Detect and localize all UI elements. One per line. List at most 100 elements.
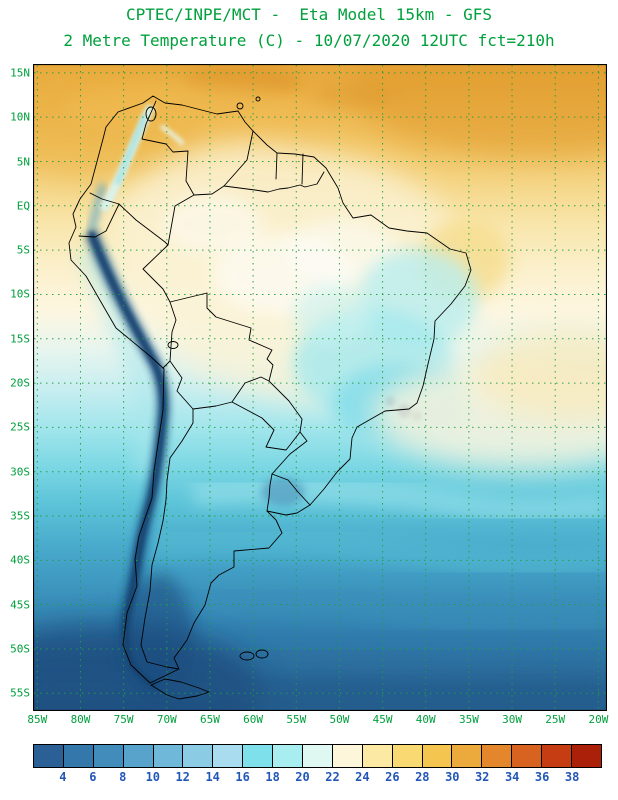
lat-label: EQ (16, 199, 30, 213)
border-brazil-north (223, 171, 325, 193)
lon-label: 60W (243, 713, 264, 726)
colorbar-segment (152, 744, 184, 768)
border-peru-bolivia (162, 301, 177, 369)
lon-label: 50W (329, 713, 350, 726)
colorbar-tick-label: 34 (504, 770, 520, 784)
colorbar (33, 744, 602, 768)
colorbar-tick-label: 4 (59, 770, 67, 784)
colorbar-tick-label: 26 (385, 770, 400, 784)
colorbar-segment (511, 744, 543, 768)
colorbar-segment (302, 744, 333, 768)
colorbar-segment (182, 744, 214, 768)
colorbar-tick-label: 32 (474, 770, 490, 784)
colorbar-tick-label: 12 (175, 770, 190, 784)
lon-label: 80W (70, 713, 91, 726)
colorbar-tick-label: 30 (445, 770, 460, 784)
colorbar-tick-label: 8 (119, 770, 127, 784)
border-chile-bolivia (169, 360, 194, 410)
colorbar-tick-label: 28 (415, 770, 430, 784)
colorbar-tick-label: 18 (265, 770, 280, 784)
colorbar-tick-label: 24 (355, 770, 370, 784)
border-paraguay-argentina (231, 401, 301, 451)
lon-label: 20W (588, 713, 609, 726)
border-suriname-frguiana (301, 153, 304, 185)
lon-label: 55W (286, 713, 307, 726)
lon-label: 85W (27, 713, 48, 726)
page-title: CPTEC/INPE/MCT - Eta Model 15km - GFS (125, 5, 493, 24)
lon-label: 70W (156, 713, 177, 726)
page-subtitle: 2 Metre Temperature (C) - 10/07/2020 12U… (63, 31, 555, 50)
lat-label: 20S (10, 376, 30, 390)
coastline-borders (68, 95, 472, 700)
lat-label: 15S (10, 332, 30, 346)
colorbar-segment (481, 744, 513, 768)
lat-label: 45S (10, 598, 30, 612)
border-colombia-ecuador (89, 192, 120, 205)
colorbar-segment (122, 744, 154, 768)
lake-titicaca (167, 341, 179, 349)
colorbar-segment (541, 744, 573, 768)
colorbar-tick-label: 6 (89, 770, 97, 784)
border-guyana-suriname (275, 152, 278, 180)
colorbar-segment (62, 744, 94, 768)
lat-label: 30S (10, 465, 30, 479)
colorbar-tick-label: 22 (325, 770, 340, 784)
border-colombia-peru-brazil (118, 194, 195, 246)
colorbar-segment (272, 744, 304, 768)
lat-label: 10S (10, 287, 30, 301)
colorbar-tick-label: 10 (145, 770, 161, 784)
falkland-island-west (239, 651, 255, 661)
lat-label: 5N (16, 155, 30, 168)
colorbar-tick-label: 20 (295, 770, 310, 784)
colorbar-segment (571, 744, 602, 768)
colorbar-tick-label: 36 (534, 770, 550, 784)
colorbar-segment (92, 744, 124, 768)
lat-label: 50S (10, 642, 30, 656)
colorbar-segment (451, 744, 483, 768)
border-paraguay-brazil (268, 380, 303, 433)
lon-label: 40W (415, 713, 436, 726)
border-chile-argentina (140, 408, 194, 670)
lake-maracaibo (145, 106, 157, 122)
border-argentina-brazil (271, 431, 308, 475)
border-bolivia-argentina (192, 401, 233, 410)
colorbar-tick-label: 38 (564, 770, 580, 784)
colorbar-segment (421, 744, 453, 768)
colorbar-segment (361, 744, 393, 768)
lon-label: 35W (458, 713, 479, 726)
lat-label: 10N (10, 110, 30, 124)
border-bolivia-brazil (169, 292, 274, 382)
map-frame (33, 64, 607, 711)
colorbar-tick-label: 14 (205, 770, 220, 784)
border-venezuela-brazil-guyana (193, 130, 254, 196)
temperature-field (33, 64, 607, 711)
lon-label: 25W (545, 713, 566, 726)
temperature-map (33, 64, 607, 711)
border-colombia-venezuela (141, 100, 195, 196)
lat-label: 5S (16, 243, 30, 257)
lon-label: 75W (113, 713, 134, 726)
border-argentina-uruguay (266, 473, 273, 512)
colorbar-tick-label: 16 (235, 770, 250, 784)
colorbar-segment (391, 744, 423, 768)
lon-label: 65W (199, 713, 220, 726)
border-bolivia-paraguay (231, 376, 270, 403)
lat-label: 25S (10, 420, 30, 434)
colorbar-segment (331, 744, 363, 768)
lat-label: 55S (10, 686, 30, 700)
south-america-coastline (68, 95, 472, 684)
colorbar-segment (33, 744, 64, 768)
border-peru-brazil (142, 244, 171, 303)
colorbar-segment (242, 744, 274, 768)
antilles-island (255, 96, 261, 102)
border-ecuador-peru (78, 203, 120, 238)
lat-label: 35S (10, 509, 30, 523)
colorbar-segment (212, 744, 244, 768)
lon-label: 30W (502, 713, 523, 726)
falkland-island-east (255, 649, 269, 659)
lat-label: 40S (10, 553, 30, 567)
tierra-del-fuego (150, 678, 210, 700)
border-brazil-uruguay (271, 473, 311, 506)
lat-label: 15N (10, 66, 30, 80)
